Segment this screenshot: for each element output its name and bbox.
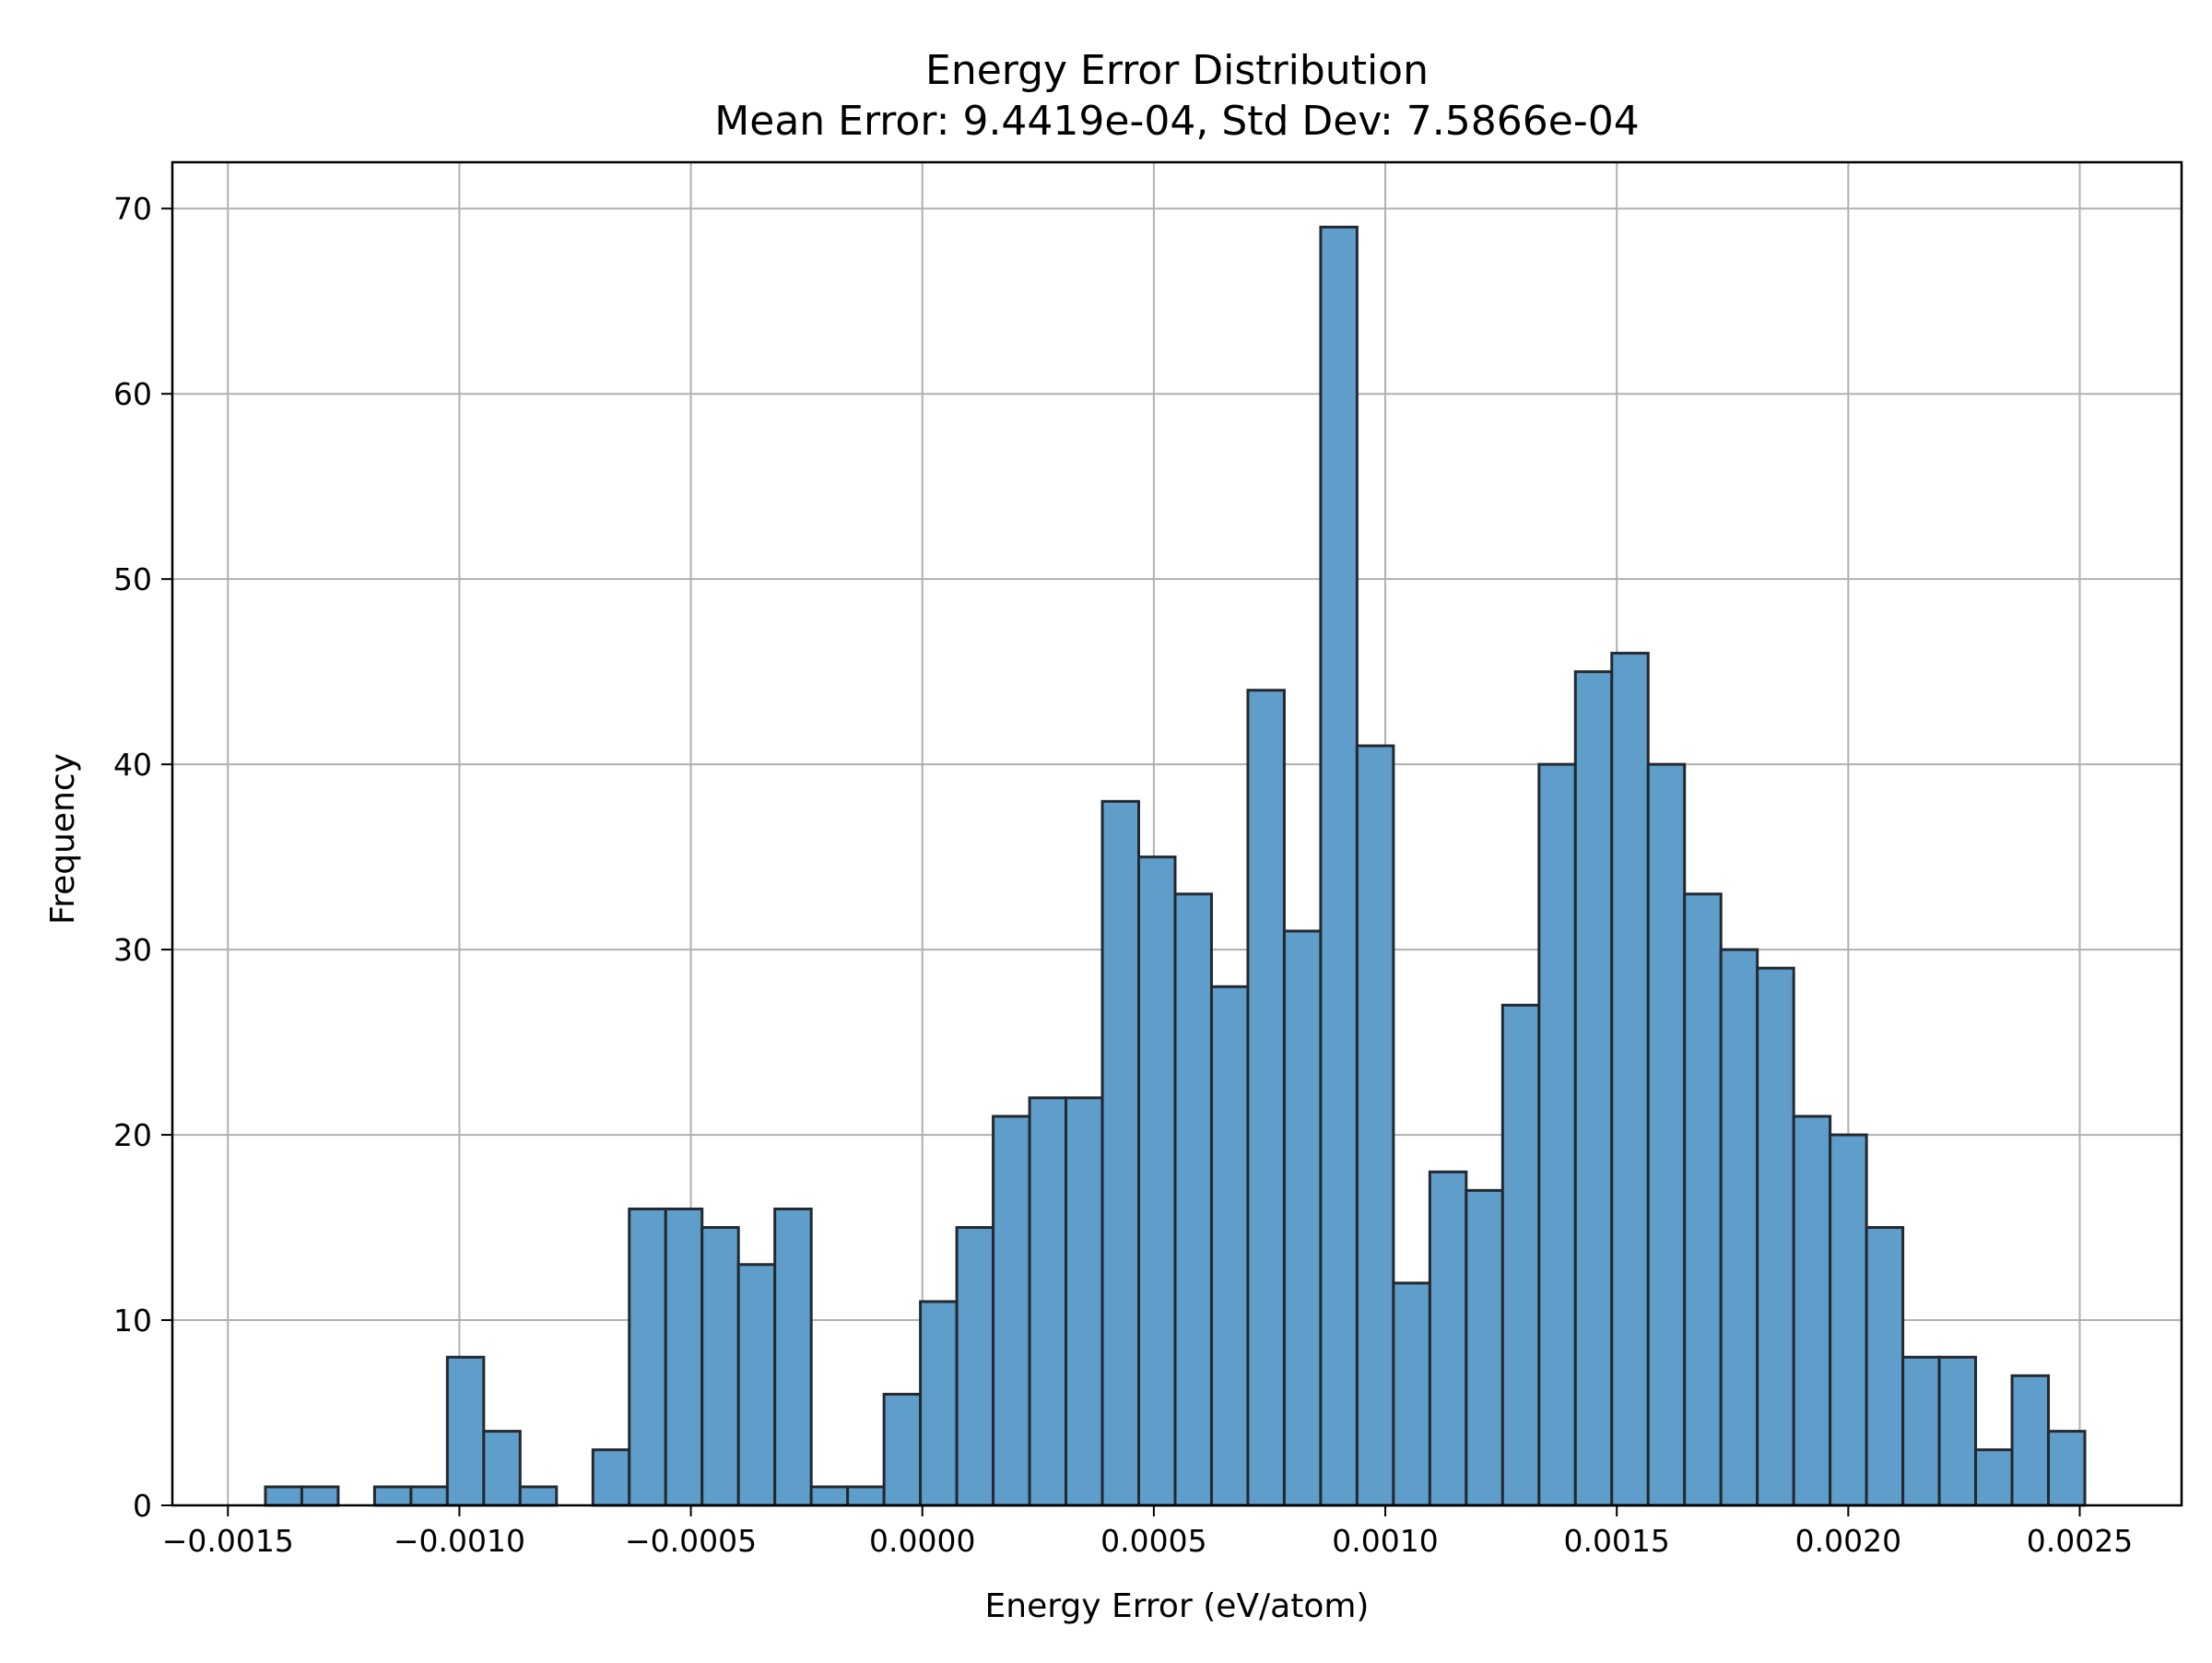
histogram-bar: [1537, 762, 1577, 1507]
x-tick-label: 0.0000: [869, 1523, 975, 1559]
histogram-bar: [482, 1430, 522, 1507]
histogram-bar: [518, 1485, 559, 1507]
histogram-bar: [1028, 1096, 1068, 1507]
plot-frame: [171, 160, 2183, 1507]
histogram-bar: [1683, 892, 1723, 1507]
axis-ticks: −0.0015 −0.0010 −0.0005 0.0000 0.0005 0.0010 0…: [113, 191, 2133, 1559]
histogram-bar: [664, 1207, 704, 1507]
chart-title: Energy Error Distribution: [925, 47, 1429, 94]
histogram-bar: [773, 1207, 813, 1507]
histogram-bar: [736, 1263, 777, 1507]
histogram-bar: [882, 1392, 923, 1507]
histogram-bar: [1246, 689, 1286, 1507]
histogram-bar: [300, 1485, 340, 1507]
histogram-bar: [1865, 1226, 1905, 1507]
histogram-bar: [1100, 799, 1141, 1507]
histogram-bar: [1646, 762, 1687, 1507]
histogram-bar: [1392, 1281, 1431, 1507]
x-tick-label: 0.0020: [1795, 1523, 1901, 1559]
x-tick-label: 0.0005: [1100, 1523, 1206, 1559]
histogram-bar: [628, 1207, 667, 1507]
histogram-bar: [591, 1448, 631, 1507]
histogram-bar: [919, 1300, 959, 1507]
x-tick-label: −0.0005: [625, 1523, 757, 1559]
histogram-bar: [1209, 985, 1250, 1507]
histogram-bar: [1173, 892, 1213, 1507]
x-axis-label: Energy Error (eV/atom): [985, 1587, 1370, 1625]
chart-subtitle: Mean Error: 9.4419e-04, Std Dev: 7.5866e…: [714, 98, 1639, 145]
histogram-bar: [2047, 1430, 2087, 1507]
histogram-bar: [809, 1485, 850, 1507]
histogram-bar: [1319, 225, 1359, 1507]
histogram-bar: [1355, 744, 1395, 1507]
histogram-bar: [1282, 929, 1323, 1507]
y-tick-label: 40: [113, 747, 152, 783]
histogram-bar: [1974, 1448, 2014, 1507]
histogram-bar: [1465, 1188, 1504, 1507]
histogram-bar: [1573, 670, 1614, 1507]
x-tick-label: 0.0010: [1332, 1523, 1438, 1559]
histogram-bar: [1428, 1170, 1468, 1507]
histogram-bar: [1829, 1133, 1868, 1507]
y-tick-label: 20: [113, 1117, 152, 1153]
x-tick-label: −0.0015: [162, 1523, 294, 1559]
histogram-bar: [1500, 1003, 1541, 1507]
x-tick-label: −0.0010: [394, 1523, 525, 1559]
histogram-bar: [1937, 1355, 1978, 1507]
histogram-bar: [2010, 1374, 2051, 1507]
histogram-bar: [955, 1226, 995, 1507]
x-tick-label: 0.0015: [1563, 1523, 1669, 1559]
histogram-bar: [445, 1355, 486, 1507]
histogram-bar: [409, 1485, 449, 1507]
y-tick-label: 60: [113, 376, 152, 412]
histogram-bar: [846, 1485, 886, 1507]
histogram-bar: [700, 1226, 740, 1507]
histogram-bar: [1901, 1355, 1941, 1507]
histogram-bar: [992, 1115, 1031, 1507]
histogram-bar: [1719, 948, 1759, 1507]
histogram-bar: [1610, 652, 1650, 1507]
histogram-bar: [1792, 1115, 1832, 1507]
x-tick-label: 0.0025: [2027, 1523, 2133, 1559]
y-tick-label: 50: [113, 561, 152, 597]
histogram-bar: [264, 1485, 303, 1507]
histogram-bar: [1756, 966, 1795, 1507]
y-axis-label: Frequency: [44, 753, 82, 925]
y-tick-label: 30: [113, 932, 152, 968]
y-tick-label: 70: [113, 191, 152, 227]
histogram-bar: [1137, 855, 1177, 1507]
histogram-bar: [1065, 1096, 1104, 1507]
y-tick-label: 0: [133, 1488, 152, 1524]
y-tick-label: 10: [113, 1303, 152, 1339]
histogram-bar: [372, 1485, 413, 1507]
